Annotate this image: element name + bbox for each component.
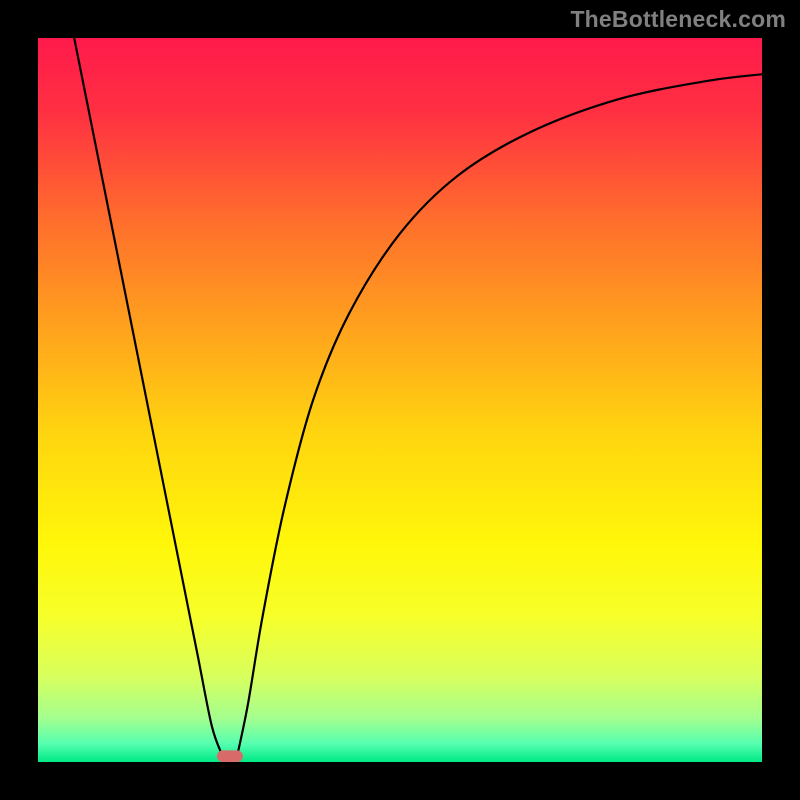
watermark-text: TheBottleneck.com [570, 6, 786, 33]
valley-marker [217, 750, 243, 762]
chart-svg [38, 38, 762, 762]
plot-area [38, 38, 762, 762]
chart-frame: TheBottleneck.com [0, 0, 800, 800]
